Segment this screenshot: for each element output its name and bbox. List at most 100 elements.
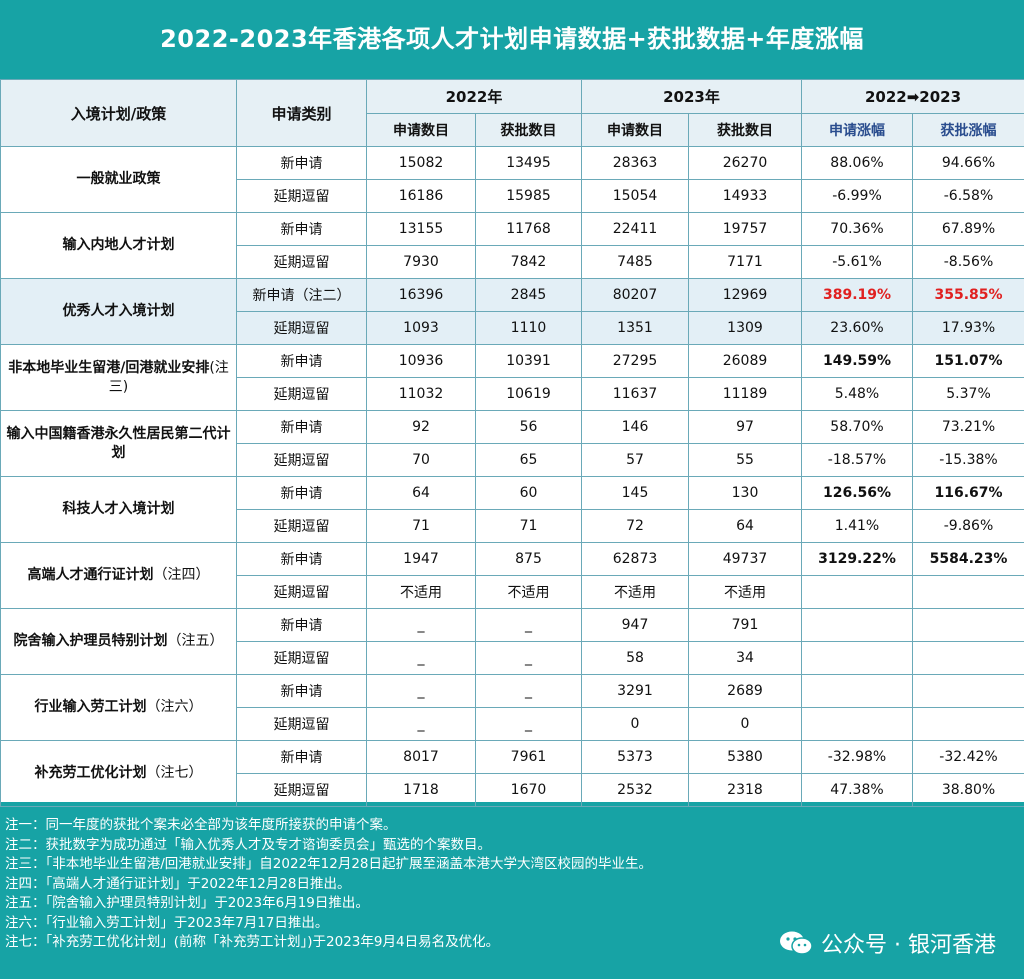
applied-growth-cell: 70.36% bbox=[801, 212, 913, 246]
table-row: 延期逗留 70 65 57 55 -18.57% -15.38% bbox=[1, 443, 1024, 477]
applied-2022-cell: 70 bbox=[366, 443, 476, 477]
approved-growth-cell: 5584.23% bbox=[911, 542, 1024, 576]
applied-2022-cell: 16396 bbox=[366, 278, 476, 312]
applied-growth-cell: -6.99% bbox=[801, 179, 913, 213]
approved-2022-cell: 10391 bbox=[475, 344, 582, 378]
plan-name: 行业输入劳工计划 bbox=[34, 699, 147, 715]
applied-2022-cell: 11032 bbox=[366, 377, 476, 411]
applied-growth-cell bbox=[801, 707, 913, 741]
plan-name: 一般就业政策 bbox=[76, 171, 161, 187]
approved-growth-cell: 17.93% bbox=[911, 311, 1024, 345]
table-row: 非本地毕业生留港/回港就业安排(注三) 新申请 10936 10391 27295 260… bbox=[0, 344, 1024, 411]
approved-growth-cell: 94.66% bbox=[911, 146, 1024, 180]
category-cell: 新申请（注二） bbox=[236, 278, 367, 312]
table-row: 输入内地人才计划 新申请 13155 11768 22411 19757 70.36% 67.… bbox=[0, 212, 1024, 279]
table-row: 延期逗留 11032 10619 11637 11189 5.48% 5.37% bbox=[1, 377, 1024, 411]
footnote: 注七：「补充劳工优化计划」(前称「补充劳工计划」)于2023年9月4日易名及优化… bbox=[5, 934, 500, 950]
approved-growth-cell: 151.07% bbox=[911, 344, 1024, 378]
approved-growth-cell bbox=[911, 641, 1024, 675]
table-container: 入境计划/政策 申请类别 2022年 2023年 2022➡2023 申请数目 … bbox=[0, 79, 1024, 807]
plan-name: 补充劳工优化计划 bbox=[34, 765, 147, 781]
plan-name-cell: 输入中国籍香港永久性居民第二代计划 bbox=[0, 410, 237, 477]
applied-2023-cell: 0 bbox=[581, 707, 689, 741]
approved-2022-cell: 56 bbox=[475, 410, 582, 444]
approved-2023-cell: 49737 bbox=[688, 542, 802, 576]
applied-growth-cell: -5.61% bbox=[801, 245, 913, 279]
page-title: 2022-2023年香港各项人才计划申请数据+获批数据+年度涨幅 bbox=[160, 25, 864, 53]
approved-growth-cell bbox=[911, 575, 1024, 609]
plan-name: 输入中国籍香港永久性居民第二代计划 bbox=[6, 425, 231, 461]
plan-name: 科技人才入境计划 bbox=[62, 501, 175, 517]
category-cell: 延期逗留 bbox=[236, 509, 367, 543]
approved-2022-cell: 7842 bbox=[475, 245, 582, 279]
applied-growth-cell: 88.06% bbox=[801, 146, 913, 180]
category-cell: 新申请 bbox=[236, 476, 367, 510]
approved-2022-cell: _ bbox=[475, 674, 582, 708]
approved-growth-cell: 116.67% bbox=[911, 476, 1024, 510]
approved-2023-cell: 130 bbox=[688, 476, 802, 510]
applied-growth-cell: 58.70% bbox=[801, 410, 913, 444]
approved-2023-cell: 97 bbox=[688, 410, 802, 444]
table-row: 优秀人才入境计划 新申请（注二） 16396 2845 80207 12969 389.19… bbox=[0, 278, 1024, 345]
approved-growth-cell: -6.58% bbox=[911, 179, 1024, 213]
approved-growth-cell: 73.21% bbox=[911, 410, 1024, 444]
table-row: 延期逗留 不适用 不适用 不适用 不适用 bbox=[1, 575, 1024, 609]
approved-2022-cell: 不适用 bbox=[475, 575, 582, 609]
plan-note: （注六） bbox=[146, 699, 203, 715]
approved-2023-cell: 55 bbox=[688, 443, 802, 477]
table-row: 行业输入劳工计划（注六） 新申请 _ _ 3291 2689 bbox=[0, 674, 1024, 741]
plan-name-cell: 院舍输入护理员特别计划（注五） bbox=[0, 608, 237, 675]
approved-2023-cell: 2318 bbox=[688, 773, 802, 807]
applied-2023-cell: 57 bbox=[581, 443, 689, 477]
header-applied-growth: 申请涨幅 bbox=[801, 113, 913, 147]
applied-2022-cell: _ bbox=[366, 707, 476, 741]
approved-2022-cell: 1110 bbox=[475, 311, 582, 345]
approved-2023-cell: 不适用 bbox=[688, 575, 802, 609]
approved-2023-cell: 34 bbox=[688, 641, 802, 675]
table-row: 科技人才入境计划 新申请 64 60 145 130 126.56% 116.67% bbox=[0, 476, 1024, 543]
approved-growth-cell: 355.85% bbox=[911, 278, 1024, 312]
footnote: 注五：「院舍输入护理员特别计划」于2023年6月19日推出。 bbox=[5, 895, 369, 911]
footnote-list: 注一：同一年度的获批个案未必全部为该年度所接获的申请个案。 注二：获批数字为成功通… bbox=[0, 802, 1024, 953]
category-cell: 新申请 bbox=[236, 674, 367, 708]
table-row: 延期逗留 _ _ 0 0 bbox=[1, 707, 1024, 741]
applied-2023-cell: 62873 bbox=[581, 542, 689, 576]
approved-2022-cell: 2845 bbox=[475, 278, 582, 312]
approved-2023-cell: 7171 bbox=[688, 245, 802, 279]
approved-growth-cell: -9.86% bbox=[911, 509, 1024, 543]
plan-note: （注五） bbox=[167, 633, 224, 649]
table-row: 高端人才通行证计划（注四） 新申请 1947 875 62873 49737 3129.22… bbox=[0, 542, 1024, 609]
applied-growth-cell bbox=[801, 641, 913, 675]
plan-note: （注七） bbox=[146, 765, 203, 781]
plan-name-cell: 输入内地人才计划 bbox=[0, 212, 237, 279]
category-cell: 新申请 bbox=[236, 740, 367, 774]
approved-2022-cell: 7961 bbox=[475, 740, 582, 774]
applied-2023-cell: 22411 bbox=[581, 212, 689, 246]
approved-growth-cell: -8.56% bbox=[911, 245, 1024, 279]
footnote: 注四：「高端人才通行证计划」于2022年12月28日推出。 bbox=[5, 875, 351, 892]
category-cell: 延期逗留 bbox=[236, 575, 367, 609]
approved-2022-cell: 60 bbox=[475, 476, 582, 510]
applied-2022-cell: _ bbox=[366, 608, 476, 642]
category-cell: 延期逗留 bbox=[236, 245, 367, 279]
applied-2022-cell: 1093 bbox=[366, 311, 476, 345]
plan-name-cell: 行业输入劳工计划（注六） bbox=[0, 674, 237, 741]
applied-growth-cell: 47.38% bbox=[801, 773, 913, 807]
plan-name: 院舍输入护理员特别计划 bbox=[13, 633, 168, 649]
header-applied-2022: 申请数目 bbox=[366, 113, 476, 147]
approved-2023-cell: 11189 bbox=[688, 377, 802, 411]
applied-2022-cell: 7930 bbox=[366, 245, 476, 279]
applied-2023-cell: 58 bbox=[581, 641, 689, 675]
applied-growth-cell: 5.48% bbox=[801, 377, 913, 411]
approved-2023-cell: 1309 bbox=[688, 311, 802, 345]
table-row: 补充劳工优化计划（注七） 新申请 8017 7961 5373 5380 -32.98% -3… bbox=[0, 740, 1024, 807]
category-cell: 新申请 bbox=[236, 410, 367, 444]
applied-growth-cell: 149.59% bbox=[801, 344, 913, 378]
applied-2023-cell: 7485 bbox=[581, 245, 689, 279]
brand-mark: 公众号 · 银河香港 bbox=[779, 927, 996, 959]
footnote: 注三：「非本地毕业生留港/回港就业安排」自2022年12月28日起扩展至涵盖本港… bbox=[5, 856, 653, 872]
table-row: 延期逗留 16186 15985 15054 14933 -6.99% -6.58% bbox=[1, 179, 1024, 213]
approved-2022-cell: 875 bbox=[475, 542, 582, 576]
applied-2023-cell: 947 bbox=[581, 608, 689, 642]
